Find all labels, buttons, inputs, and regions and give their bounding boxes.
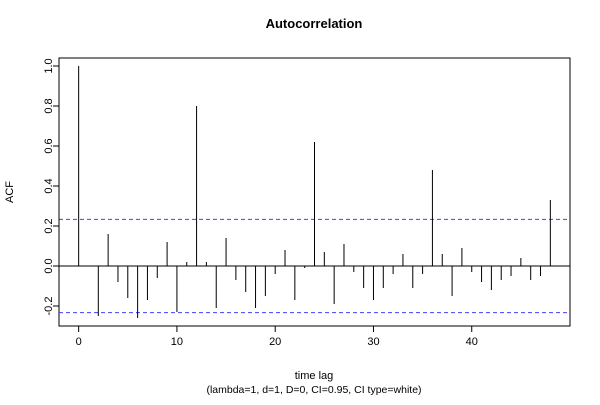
y-axis: -0.2 0.0 0.2 0.4 0.6 0.8 1.0 <box>43 58 60 316</box>
y-tick-label: 0.6 <box>43 138 55 153</box>
y-tick-label: -0.2 <box>43 297 55 316</box>
acf-bars <box>59 66 570 318</box>
y-tick-label: 0.4 <box>43 178 55 193</box>
x-axis: 0 10 20 30 40 <box>76 325 478 348</box>
x-tick-label: 30 <box>367 336 379 348</box>
chart-title: Autocorrelation <box>266 16 363 31</box>
y-tick-label: 1.0 <box>43 58 55 73</box>
x-tick-label: 40 <box>466 336 478 348</box>
chart-subtitle: (lambda=1, d=1, D=0, CI=0.95, CI type=wh… <box>206 384 421 396</box>
x-tick-label: 0 <box>76 336 82 348</box>
x-tick-label: 20 <box>269 336 281 348</box>
x-tick-label: 10 <box>171 336 183 348</box>
y-tick-label: 0.2 <box>43 218 55 233</box>
x-axis-label: time lag <box>295 370 334 382</box>
y-tick-label: 0.0 <box>43 258 55 273</box>
y-axis-label: ACF <box>4 181 16 203</box>
y-tick-label: 0.8 <box>43 98 55 113</box>
